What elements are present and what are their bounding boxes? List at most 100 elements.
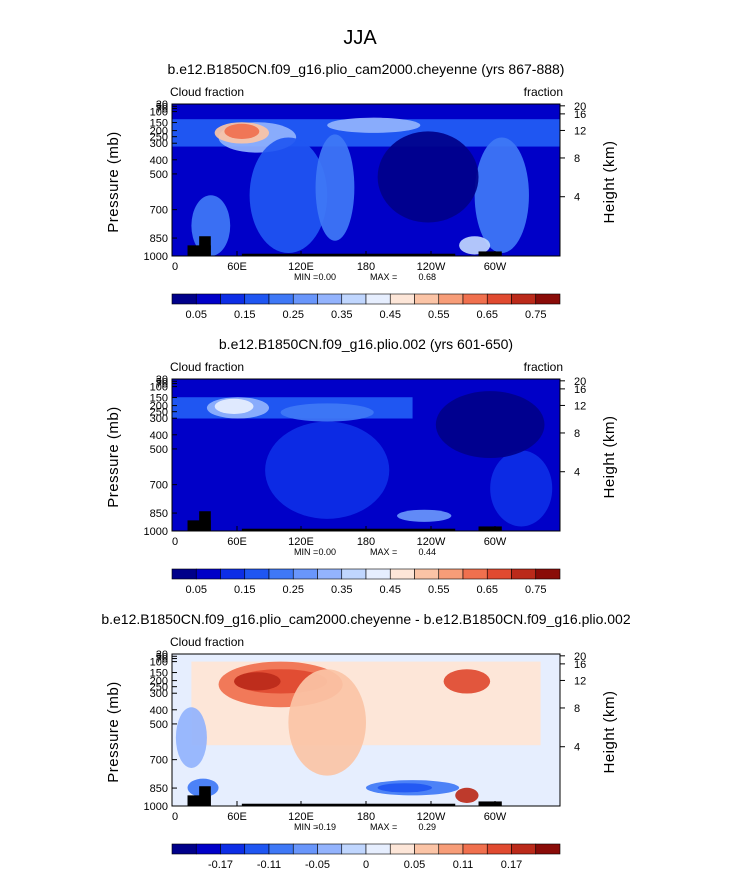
y-tick-label: 150 — [150, 393, 168, 405]
colorbar-tick-label: 0.11 — [453, 859, 474, 871]
colorbar-tick-label: 0.17 — [501, 859, 522, 871]
y2-tick-label: 4 — [574, 742, 580, 754]
y-tick-label: 1000 — [144, 801, 168, 813]
colorbar-box — [171, 568, 197, 580]
field-contours — [172, 654, 560, 806]
stat-value: 0.00 — [318, 272, 336, 282]
colorbar-box — [414, 568, 440, 580]
y-tick-label: 700 — [150, 480, 168, 492]
colorbar-box — [292, 293, 318, 305]
y-tick-label: 70 — [156, 654, 168, 666]
colorbar-box — [195, 568, 221, 580]
panel-2-title: b.e12.B1850CN.f09_g16.plio.002 (yrs 601-… — [219, 336, 513, 352]
panel-3-ylabel: Pressure (mb) — [105, 681, 122, 783]
field-contours — [172, 379, 560, 531]
panel-1-plot: 3050701001502002503004005007008501000201… — [144, 99, 587, 321]
colorbar-box — [438, 843, 464, 855]
contour-region — [214, 398, 254, 414]
y-tick-label: 700 — [150, 205, 168, 217]
y2-tick-label: 12 — [574, 125, 586, 137]
colorbar-box — [486, 843, 512, 855]
land-mask — [199, 786, 211, 806]
y-tick-label: 50 — [156, 101, 168, 113]
colorbar-box — [220, 843, 246, 855]
colorbar-box — [171, 293, 197, 305]
y2-tick-label: 16 — [574, 659, 586, 671]
colorbar-box — [195, 293, 221, 305]
colorbar-tick-label: 0.05 — [186, 309, 207, 321]
y-tick-label: 30 — [156, 374, 168, 386]
y-tick-label: 400 — [150, 705, 168, 717]
contour-region — [474, 137, 529, 253]
contour-region — [315, 134, 355, 241]
colorbar-tick-label: 0.55 — [428, 584, 449, 596]
contour-region — [249, 137, 328, 253]
stat-value: 0.29 — [418, 822, 436, 832]
panel-1-left-label: Cloud fraction — [170, 85, 244, 99]
colorbar-tick-label: 0.25 — [283, 584, 304, 596]
colorbar-box — [438, 568, 464, 580]
colorbar-box — [462, 843, 488, 855]
colorbar-tick-label: 0 — [363, 859, 369, 871]
colorbar-tick-label: -0.17 — [208, 859, 233, 871]
colorbar-box — [341, 843, 367, 855]
y2-tick-label: 20 — [574, 101, 586, 113]
land-mask — [478, 251, 502, 256]
field-contours — [172, 104, 560, 256]
panel-2-plot: 3050701001502002503004005007008501000201… — [144, 374, 587, 596]
colorbar-box — [341, 568, 367, 580]
x-tick-label: 120E — [288, 536, 314, 548]
x-tick-label: 120W — [417, 261, 446, 273]
y-tick-label: 400 — [150, 430, 168, 442]
colorbar-tick-label: 0.45 — [380, 584, 401, 596]
colorbar-box — [511, 568, 537, 580]
y-tick-label: 100 — [150, 657, 168, 669]
land-mask — [478, 526, 502, 531]
colorbar-box — [462, 293, 488, 305]
y-tick-label: 1000 — [144, 251, 168, 263]
stat-label: MIN = — [294, 822, 318, 832]
colorbar-tick-label: -0.05 — [305, 859, 330, 871]
contour-region — [327, 117, 421, 133]
x-tick-label: 120W — [417, 536, 446, 548]
y-tick-label: 300 — [150, 688, 168, 700]
stat-label: MIN = — [294, 547, 318, 557]
colorbar-box — [365, 568, 391, 580]
y-tick-label: 1000 — [144, 526, 168, 538]
stat-label: MAX = — [370, 272, 397, 282]
y-tick-label: 500 — [150, 169, 168, 181]
y-tick-label: 200 — [150, 676, 168, 688]
colorbar-tick-label: 0.35 — [331, 309, 352, 321]
y2-tick-label: 20 — [574, 651, 586, 663]
x-tick-label: 0 — [172, 811, 178, 823]
y2-tick-label: 8 — [574, 153, 580, 165]
colorbar-box — [195, 843, 221, 855]
stat-value: 0.44 — [418, 547, 436, 557]
panel-1-right-label: fraction — [524, 85, 563, 99]
land-mask — [199, 236, 211, 256]
colorbar-box — [268, 293, 294, 305]
colorbar-box — [389, 568, 415, 580]
x-tick-label: 60W — [484, 536, 507, 548]
x-tick-label: 60E — [227, 261, 247, 273]
stat-label: MAX = — [370, 547, 397, 557]
panel-2-right-label: fraction — [524, 360, 563, 374]
colorbar-tick-label: 0.15 — [234, 584, 255, 596]
colorbar-box — [486, 568, 512, 580]
colorbar-tick-label: 0.75 — [525, 584, 546, 596]
colorbar-box — [171, 843, 197, 855]
y-tick-label: 850 — [150, 508, 168, 520]
colorbar-tick-label: 0.45 — [380, 309, 401, 321]
panel-1-title: b.e12.B1850CN.f09_g16.plio_cam2000.cheye… — [168, 61, 565, 77]
colorbar-box — [244, 293, 270, 305]
contour-region — [234, 672, 281, 691]
colorbar-tick-label: 0.15 — [234, 309, 255, 321]
x-tick-label: 180 — [357, 536, 375, 548]
colorbar-box — [292, 843, 318, 855]
colorbar-box — [511, 293, 537, 305]
panel-1-y2label: Height (km) — [601, 140, 618, 223]
y-tick-label: 500 — [150, 719, 168, 731]
colorbar-box — [511, 843, 537, 855]
x-tick-label: 120E — [288, 811, 314, 823]
